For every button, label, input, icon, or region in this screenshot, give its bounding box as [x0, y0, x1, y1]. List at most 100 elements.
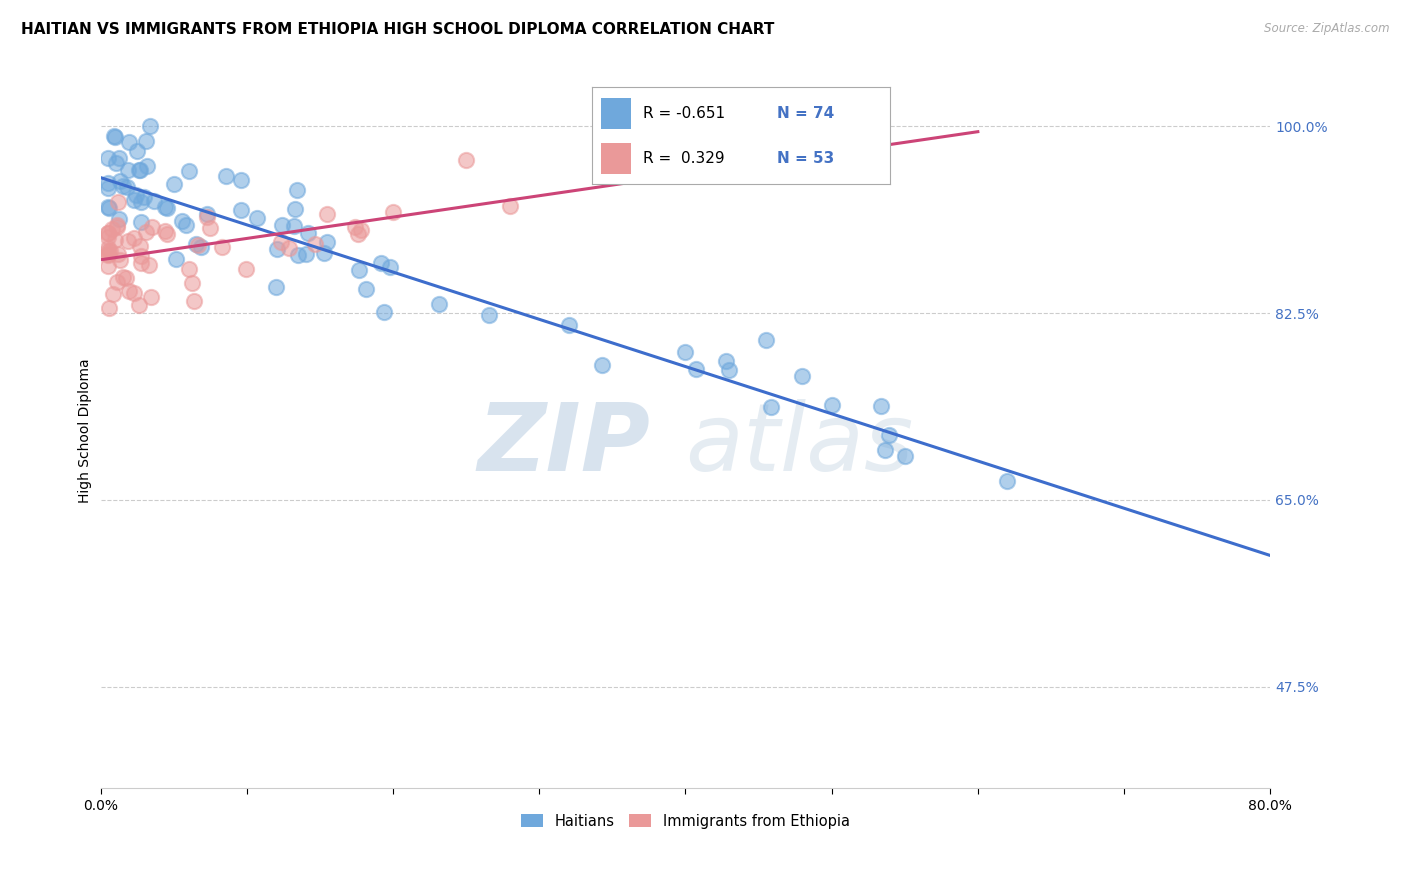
Immigrants from Ethiopia — [115, 270, 138, 285]
Haitians — [136, 159, 159, 173]
Immigrants from Ethiopia — [235, 261, 257, 276]
Immigrants from Ethiopia — [153, 224, 176, 238]
Immigrants from Ethiopia — [181, 276, 204, 290]
Haitians — [97, 200, 120, 214]
Immigrants from Ethiopia — [343, 220, 366, 235]
Immigrants from Ethiopia — [98, 244, 121, 258]
Haitians — [295, 247, 318, 261]
Immigrants from Ethiopia — [128, 239, 150, 253]
Haitians — [370, 256, 392, 270]
Immigrants from Ethiopia — [101, 286, 124, 301]
Immigrants from Ethiopia — [211, 240, 233, 254]
Haitians — [283, 219, 305, 233]
Haitians — [246, 211, 269, 226]
Haitians — [117, 163, 139, 178]
Haitians — [266, 242, 288, 256]
Haitians — [174, 219, 197, 233]
Haitians — [156, 201, 179, 215]
Haitians — [820, 398, 842, 412]
Haitians — [792, 368, 814, 383]
Haitians — [104, 130, 127, 145]
Immigrants from Ethiopia — [187, 237, 209, 252]
Haitians — [347, 262, 370, 277]
Immigrants from Ethiopia — [382, 205, 405, 219]
Immigrants from Ethiopia — [197, 210, 219, 224]
Haitians — [427, 297, 450, 311]
Immigrants from Ethiopia — [141, 220, 163, 235]
Haitians — [97, 201, 120, 215]
Haitians — [108, 151, 131, 165]
Immigrants from Ethiopia — [138, 259, 160, 273]
Immigrants from Ethiopia — [97, 226, 120, 240]
Haitians — [312, 245, 335, 260]
Haitians — [215, 169, 238, 183]
Haitians — [97, 181, 120, 195]
Haitians — [284, 202, 307, 216]
Haitians — [143, 194, 166, 208]
Immigrants from Ethiopia — [183, 293, 205, 308]
Immigrants from Ethiopia — [97, 248, 120, 262]
Haitians — [685, 362, 707, 376]
Haitians — [673, 345, 696, 359]
Immigrants from Ethiopia — [139, 290, 162, 304]
Haitians — [714, 353, 737, 368]
Immigrants from Ethiopia — [131, 249, 153, 263]
Immigrants from Ethiopia — [156, 227, 179, 242]
Haitians — [755, 333, 778, 347]
Immigrants from Ethiopia — [304, 237, 326, 252]
Haitians — [165, 252, 187, 266]
Immigrants from Ethiopia — [97, 230, 120, 244]
Haitians — [591, 358, 613, 372]
Haitians — [170, 214, 193, 228]
Haitians — [875, 443, 897, 458]
Immigrants from Ethiopia — [347, 227, 370, 241]
Immigrants from Ethiopia — [103, 233, 125, 247]
Haitians — [478, 308, 501, 322]
Immigrants from Ethiopia — [270, 235, 292, 249]
Immigrants from Ethiopia — [97, 242, 120, 256]
Haitians — [104, 156, 127, 170]
Haitians — [117, 179, 139, 194]
Haitians — [995, 475, 1018, 489]
Immigrants from Ethiopia — [128, 298, 150, 312]
Text: atlas: atlas — [685, 400, 914, 491]
Immigrants from Ethiopia — [105, 276, 128, 290]
Immigrants from Ethiopia — [456, 153, 478, 167]
Immigrants from Ethiopia — [278, 240, 301, 254]
Haitians — [163, 178, 186, 192]
Haitians — [179, 163, 201, 178]
Immigrants from Ethiopia — [117, 234, 139, 248]
Haitians — [285, 183, 308, 197]
Immigrants from Ethiopia — [105, 218, 128, 232]
Immigrants from Ethiopia — [111, 269, 134, 284]
Immigrants from Ethiopia — [107, 219, 129, 234]
Haitians — [111, 179, 134, 194]
Immigrants from Ethiopia — [315, 207, 337, 221]
Immigrants from Ethiopia — [97, 244, 120, 258]
Text: HAITIAN VS IMMIGRANTS FROM ETHIOPIA HIGH SCHOOL DIPLOMA CORRELATION CHART: HAITIAN VS IMMIGRANTS FROM ETHIOPIA HIGH… — [21, 22, 775, 37]
Haitians — [110, 174, 132, 188]
Haitians — [127, 144, 149, 158]
Haitians — [139, 119, 162, 133]
Immigrants from Ethiopia — [97, 246, 120, 260]
Haitians — [129, 215, 152, 229]
Immigrants from Ethiopia — [131, 256, 153, 270]
Immigrants from Ethiopia — [117, 284, 139, 298]
Haitians — [125, 188, 148, 202]
Haitians — [155, 201, 177, 215]
Immigrants from Ethiopia — [98, 301, 121, 315]
Immigrants from Ethiopia — [177, 261, 200, 276]
Haitians — [297, 226, 319, 240]
Haitians — [128, 162, 150, 177]
Haitians — [135, 135, 157, 149]
Haitians — [108, 212, 131, 227]
Immigrants from Ethiopia — [110, 253, 132, 268]
Immigrants from Ethiopia — [107, 247, 129, 261]
Haitians — [129, 195, 152, 210]
Text: Source: ZipAtlas.com: Source: ZipAtlas.com — [1264, 22, 1389, 36]
Haitians — [558, 318, 581, 332]
Haitians — [271, 218, 294, 232]
Immigrants from Ethiopia — [97, 226, 120, 240]
Haitians — [124, 193, 146, 207]
Haitians — [231, 173, 253, 187]
